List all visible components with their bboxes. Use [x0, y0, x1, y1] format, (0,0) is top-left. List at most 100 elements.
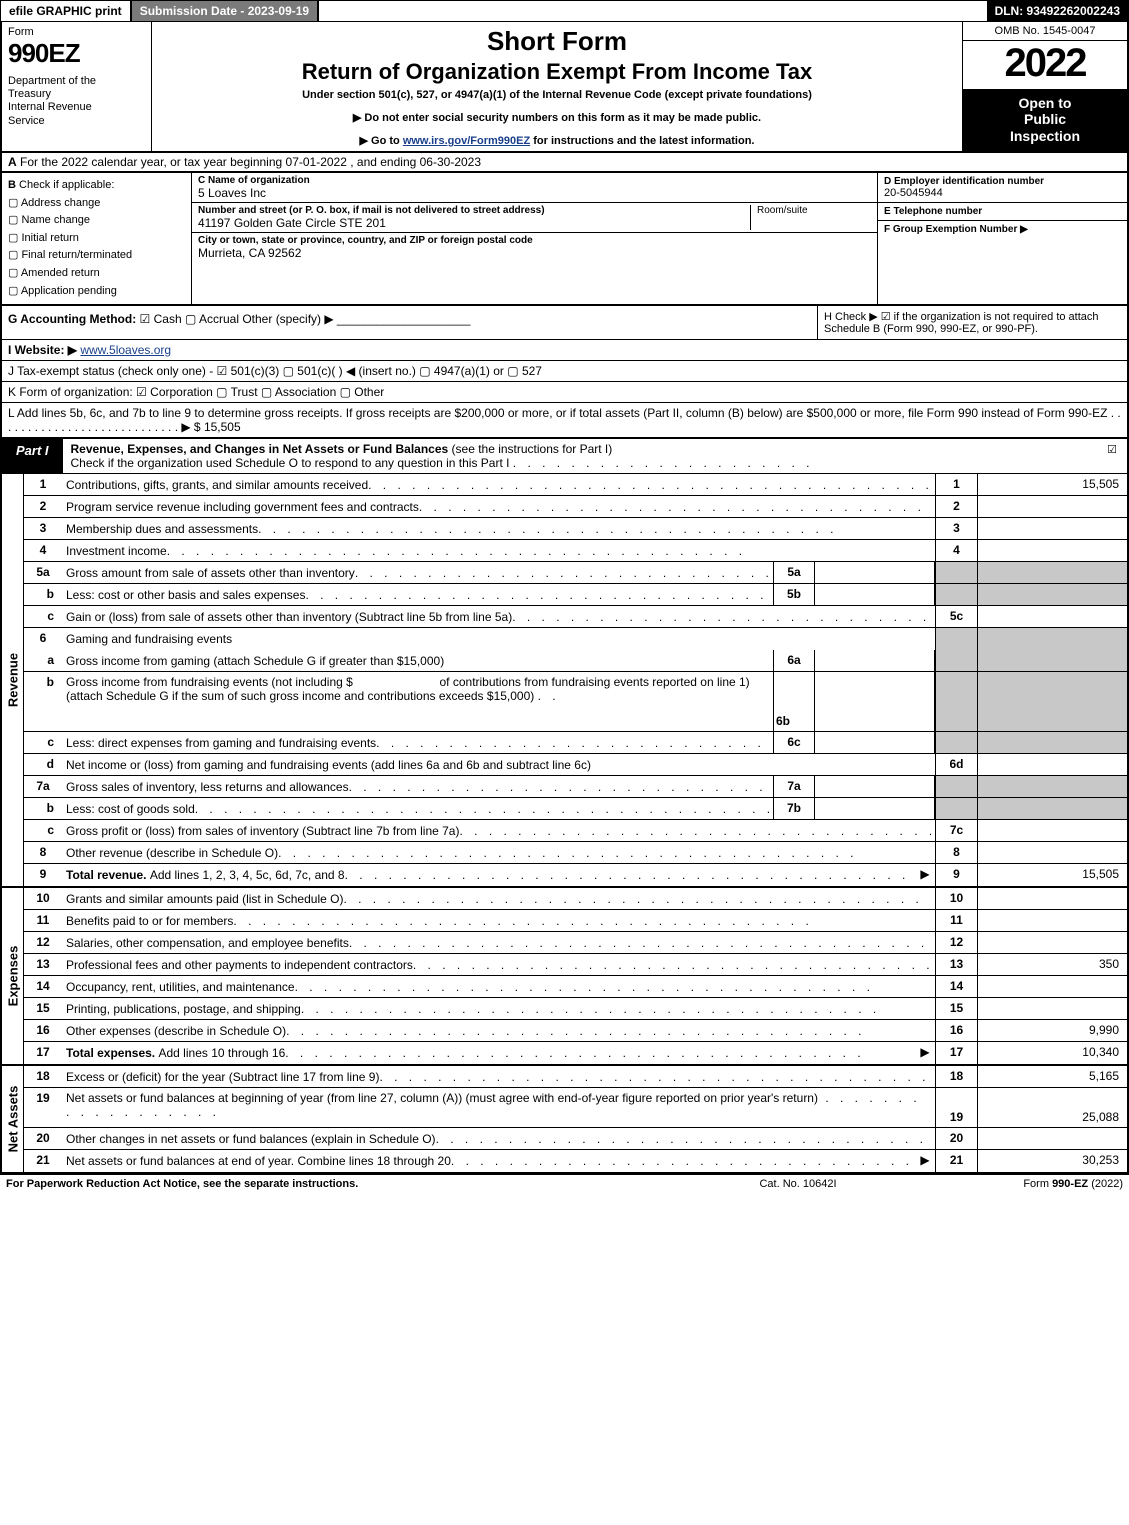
line-14: 14 Occupancy, rent, utilities, and maint… [24, 976, 1127, 998]
cb-application-pending[interactable]: Application pending [8, 283, 185, 301]
header-center: Short Form Return of Organization Exempt… [152, 22, 962, 151]
line-7a-text: Gross sales of inventory, less returns a… [66, 780, 349, 794]
line-19-num: 19 [24, 1088, 62, 1127]
line-15-value [977, 998, 1127, 1019]
line-6-num: 6 [24, 628, 62, 650]
line-10-value [977, 888, 1127, 909]
part-1-label: Part I [2, 439, 63, 473]
city-row: City or town, state or province, country… [192, 233, 877, 262]
line-21-value: 30,253 [977, 1150, 1127, 1172]
footer-left: For Paperwork Reduction Act Notice, see … [6, 1178, 673, 1190]
topbar-spacer [319, 1, 986, 21]
room-suite-label: Room/suite [751, 205, 871, 230]
line-6a-sv [815, 650, 935, 671]
line-20-value [977, 1128, 1127, 1149]
line-5b-sn: 5b [773, 584, 815, 605]
cb-final-return[interactable]: Final return/terminated [8, 247, 185, 265]
cb-initial-return[interactable]: Initial return [8, 230, 185, 248]
open-to-public: Open toPublicInspection [963, 89, 1127, 151]
instruction-1: ▶ Do not enter social security numbers o… [162, 111, 952, 124]
city-label: City or town, state or province, country… [198, 235, 871, 246]
line-11-num: 11 [24, 910, 62, 931]
line-5a-num: 5a [24, 562, 62, 583]
line-6b-rnum [935, 672, 977, 731]
line-7c-num: c [24, 820, 62, 841]
line-21-text: Net assets or fund balances at end of ye… [66, 1154, 451, 1168]
line-18-value: 5,165 [977, 1066, 1127, 1087]
line-6b-text1: Gross income from fundraising events (no… [66, 675, 353, 689]
inst2-prefix: ▶ Go to [360, 135, 403, 147]
expenses-lines: 10 Grants and similar amounts paid (list… [24, 888, 1127, 1064]
line-3-num: 3 [24, 518, 62, 539]
line-7a-num: 7a [24, 776, 62, 797]
line-6-text: Gaming and fundraising events [66, 632, 232, 646]
cb-amended-return[interactable]: Amended return [8, 265, 185, 283]
line-16-rnum: 16 [935, 1020, 977, 1041]
line-17-text: Add lines 10 through 16 [159, 1046, 286, 1060]
row-a-text: For the 2022 calendar year, or tax year … [20, 155, 481, 169]
org-name: 5 Loaves Inc [198, 186, 871, 200]
line-17-arrow: ▶ [915, 1042, 935, 1064]
line-17-rnum: 17 [935, 1042, 977, 1064]
org-name-label: C Name of organization [198, 175, 871, 186]
street-row: Number and street (or P. O. box, if mail… [192, 203, 877, 233]
accounting-method: G Accounting Method: ☑ Cash ▢ Accrual Ot… [2, 306, 817, 339]
line-6c-sv [815, 732, 935, 753]
dln-label: DLN: 93492262002243 [987, 1, 1128, 21]
line-1-value: 15,505 [977, 474, 1127, 495]
part-1-header: Part I Revenue, Expenses, and Changes in… [0, 439, 1129, 474]
line-21-rnum: 21 [935, 1150, 977, 1172]
line-10: 10 Grants and similar amounts paid (list… [24, 888, 1127, 910]
line-19-rnum: 19 [935, 1088, 977, 1127]
line-4-value [977, 540, 1127, 561]
line-1-num: 1 [24, 474, 62, 495]
line-16-text: Other expenses (describe in Schedule O) [66, 1024, 286, 1038]
i-label: I Website: ▶ [8, 343, 77, 357]
line-20-rnum: 20 [935, 1128, 977, 1149]
line-6a-rval [977, 650, 1127, 671]
line-8-value [977, 842, 1127, 863]
line-13-text: Professional fees and other payments to … [66, 958, 413, 972]
subtitle: Under section 501(c), 527, or 4947(a)(1)… [162, 89, 952, 101]
line-13-value: 350 [977, 954, 1127, 975]
line-19-value: 25,088 [977, 1088, 1127, 1127]
line-15: 15 Printing, publications, postage, and … [24, 998, 1127, 1020]
efile-label[interactable]: efile GRAPHIC print [1, 1, 132, 21]
line-6a-sn: 6a [773, 650, 815, 671]
g-label: G Accounting Method: [8, 312, 136, 326]
line-5c-text: Gain or (loss) from sale of assets other… [66, 610, 512, 624]
short-form-title: Short Form [162, 26, 952, 57]
irs-link[interactable]: www.irs.gov/Form990EZ [403, 135, 530, 147]
expenses-side-label: Expenses [2, 888, 24, 1064]
line-13: 13 Professional fees and other payments … [24, 954, 1127, 976]
line-2-num: 2 [24, 496, 62, 517]
line-6a: a Gross income from gaming (attach Sched… [24, 650, 1127, 672]
row-gh: G Accounting Method: ☑ Cash ▢ Accrual Ot… [0, 306, 1129, 340]
cb-name-change[interactable]: Name change [8, 212, 185, 230]
line-7b: b Less: cost of goods sold 7b [24, 798, 1127, 820]
line-6b-rval [977, 672, 1127, 731]
header-right: OMB No. 1545-0047 2022 Open toPublicInsp… [962, 22, 1127, 151]
instruction-2: ▶ Go to www.irs.gov/Form990EZ for instru… [162, 134, 952, 147]
line-7c: c Gross profit or (loss) from sales of i… [24, 820, 1127, 842]
line-5b-num: b [24, 584, 62, 605]
line-5b-rnum [935, 584, 977, 605]
cb-address-change[interactable]: Address change [8, 195, 185, 213]
line-20-num: 20 [24, 1128, 62, 1149]
section-def: D Employer identification number 20-5045… [877, 173, 1127, 304]
line-12-text: Salaries, other compensation, and employ… [66, 936, 349, 950]
revenue-lines: 1 Contributions, gifts, grants, and simi… [24, 474, 1127, 886]
row-j: J Tax-exempt status (check only one) - ☑… [0, 361, 1129, 382]
phone-label: E Telephone number [884, 206, 1121, 217]
tax-year: 2022 [963, 41, 1127, 89]
line-6b-sv [815, 672, 935, 731]
line-5a: 5a Gross amount from sale of assets othe… [24, 562, 1127, 584]
row-k: K Form of organization: ☑ Corporation ▢ … [0, 382, 1129, 403]
line-4: 4 Investment income 4 [24, 540, 1127, 562]
website-link[interactable]: www.5loaves.org [80, 343, 171, 357]
line-18-text: Excess or (deficit) for the year (Subtra… [66, 1070, 379, 1084]
revenue-side-label: Revenue [2, 474, 24, 886]
page-footer: For Paperwork Reduction Act Notice, see … [0, 1174, 1129, 1193]
line-6: 6 Gaming and fundraising events [24, 628, 1127, 650]
line-16: 16 Other expenses (describe in Schedule … [24, 1020, 1127, 1042]
